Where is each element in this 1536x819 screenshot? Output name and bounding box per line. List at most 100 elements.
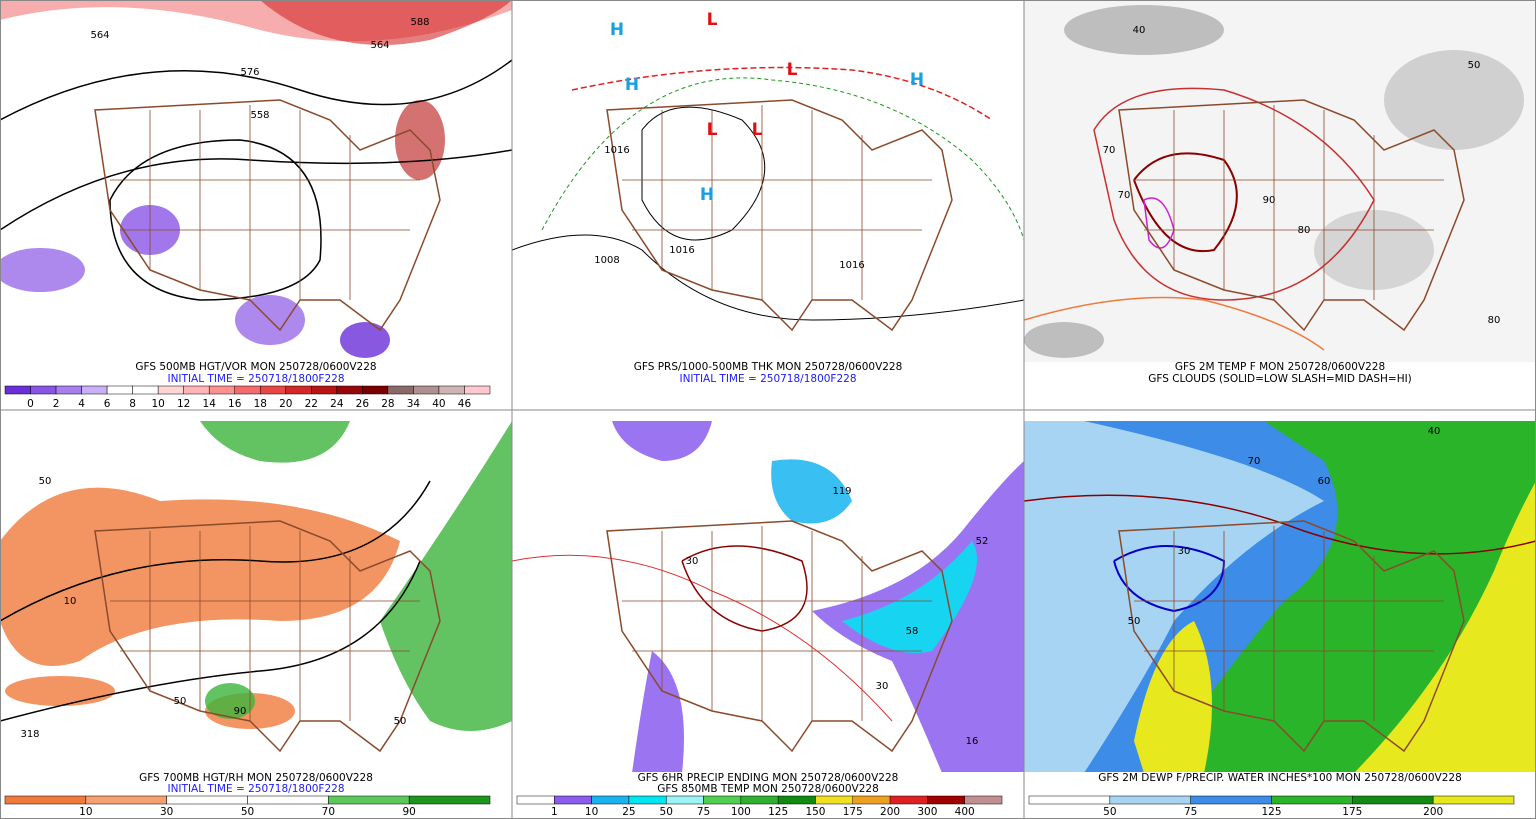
map-feature: [0, 480, 431, 622]
panel: 119 30 52 58 30 16 GFS 6HR PRECIP ENDING MON 2…: [512, 421, 1024, 818]
colorbar-swatch: [166, 795, 248, 805]
map-label: 576: [240, 67, 259, 78]
panel-subtitle: GFS CLOUDS (SOLID=LOW SLASH=MID DASH=HI): [1148, 373, 1412, 385]
colorbar-label: 40: [432, 398, 445, 410]
map: H H H H L L L L 1016 1008 1016 1016: [512, 0, 1024, 362]
colorbar-label: 0: [27, 398, 34, 410]
map-feature: [200, 421, 350, 463]
colorbar-label: 4: [78, 398, 85, 410]
map-label: 30: [686, 556, 699, 567]
panel-title: GFS PRS/1000-500MB THK MON 250728/0600V2…: [634, 361, 903, 373]
colorbar-swatch: [260, 385, 287, 395]
colorbar-label: 75: [697, 806, 710, 818]
colorbar-swatch: [311, 385, 338, 395]
colorbar-swatch: [234, 385, 261, 395]
colorbar-label: 10: [151, 398, 164, 410]
map-label: H: [625, 75, 639, 95]
map-feature: [109, 139, 322, 301]
colorbar-swatch: [81, 385, 108, 395]
map-label: 50: [174, 696, 187, 707]
map: 40 50 70 80 90 80 70: [1024, 0, 1536, 362]
map-feature: [380, 421, 512, 731]
map-label: L: [787, 60, 798, 80]
map-feature: [1113, 545, 1226, 613]
colorbar-label: 175: [1342, 806, 1362, 818]
state-borders: [110, 105, 420, 300]
colorbar-swatch: [4, 385, 31, 395]
colorbar-label: 22: [305, 398, 318, 410]
colorbar-label: 28: [381, 398, 394, 410]
state-borders: [622, 105, 932, 300]
colorbar-swatch: [927, 795, 965, 805]
map-label: 52: [976, 536, 989, 547]
panel-subtitle: INITIAL TIME = 250718/1800F228: [679, 373, 856, 385]
map-label: 70: [1103, 145, 1116, 156]
map-label: 1016: [604, 145, 629, 156]
map-feature: [632, 651, 684, 772]
map-label: 90: [234, 706, 247, 717]
map-feature: [771, 459, 852, 524]
map-feature: [571, 66, 993, 121]
colorbar-swatch: [964, 795, 1003, 805]
map-label: 70: [1248, 456, 1261, 467]
colorbar-label: 50: [660, 806, 673, 818]
colorbar-swatch: [889, 795, 928, 805]
map-feature: [0, 248, 85, 292]
map-layers: 119 30 52 58 30 16: [512, 421, 1024, 772]
country-border: [606, 520, 953, 753]
map: 564 558 576 564 588: [0, 0, 512, 362]
panel-title: GFS 6HR PRECIP ENDING MON 250728/0600V22…: [638, 772, 899, 784]
colorbar-swatch: [336, 385, 363, 395]
colorbar-swatch: [591, 795, 630, 805]
colorbar-label: 90: [402, 806, 415, 818]
colorbar-label: 50: [241, 806, 254, 818]
map-label: 564: [90, 30, 109, 41]
colorbar-swatch: [362, 385, 389, 395]
colorbar-label: 30: [160, 806, 173, 818]
state-borders: [1134, 526, 1444, 721]
map-label: 50: [39, 476, 52, 487]
map-feature: [340, 322, 390, 358]
colorbar-swatch: [1109, 795, 1191, 805]
map-feature: [681, 545, 808, 632]
map-feature: [1024, 296, 1325, 351]
map-layers: H H H H L L L L 1016 1008 1016 1016: [512, 10, 1024, 332]
panel: 564 558 576 564 588 GFS 500MB HGT/VOR MON 250…: [0, 0, 512, 410]
colorbar-label: 175: [843, 806, 863, 818]
panel-title: GFS 2M TEMP F MON 250728/0600V228: [1175, 361, 1385, 373]
map-label: 1016: [669, 245, 694, 256]
map-layers: 30 50 60 40 70: [1024, 421, 1536, 772]
panel: 30 50 60 40 70 GFS 2M DEWP F/PRECIP. WATER IN…: [1024, 421, 1536, 818]
map-feature: [842, 541, 977, 653]
colorbar-label: 25: [622, 806, 635, 818]
colorbar-label: 70: [322, 806, 335, 818]
colorbar-label: 200: [880, 806, 900, 818]
colorbar-swatch: [1190, 795, 1272, 805]
colorbar-swatch: [183, 385, 210, 395]
colorbar-label: 18: [254, 398, 267, 410]
map-label: L: [707, 120, 718, 140]
colorbar-label: 300: [917, 806, 937, 818]
colorbar-label: 10: [79, 806, 92, 818]
map-label: 1016: [839, 260, 864, 271]
map-label: 80: [1298, 225, 1311, 236]
colorbar-swatch: [1432, 795, 1515, 805]
map-feature: [260, 0, 512, 45]
map-label: 30: [1178, 546, 1191, 557]
map-feature: [512, 234, 1024, 321]
country-border: [1118, 99, 1465, 332]
colorbar-swatch: [464, 385, 491, 395]
state-borders: [1134, 105, 1444, 300]
map-feature: [1134, 621, 1212, 772]
colorbar-swatch: [740, 795, 779, 805]
colorbar-label: 20: [279, 398, 292, 410]
colorbar-swatch: [106, 385, 133, 395]
map-feature: [1064, 5, 1224, 55]
colorbar-swatch: [285, 385, 312, 395]
country-border: [94, 99, 441, 332]
colorbar-swatch: [628, 795, 667, 805]
colorbar-swatch: [30, 385, 57, 395]
colorbar-swatch: [387, 385, 414, 395]
colorbar-label: 200: [1423, 806, 1443, 818]
panel: 50 10 50 318 90 50 GFS 700MB HGT/RH MON 250728…: [0, 421, 512, 818]
